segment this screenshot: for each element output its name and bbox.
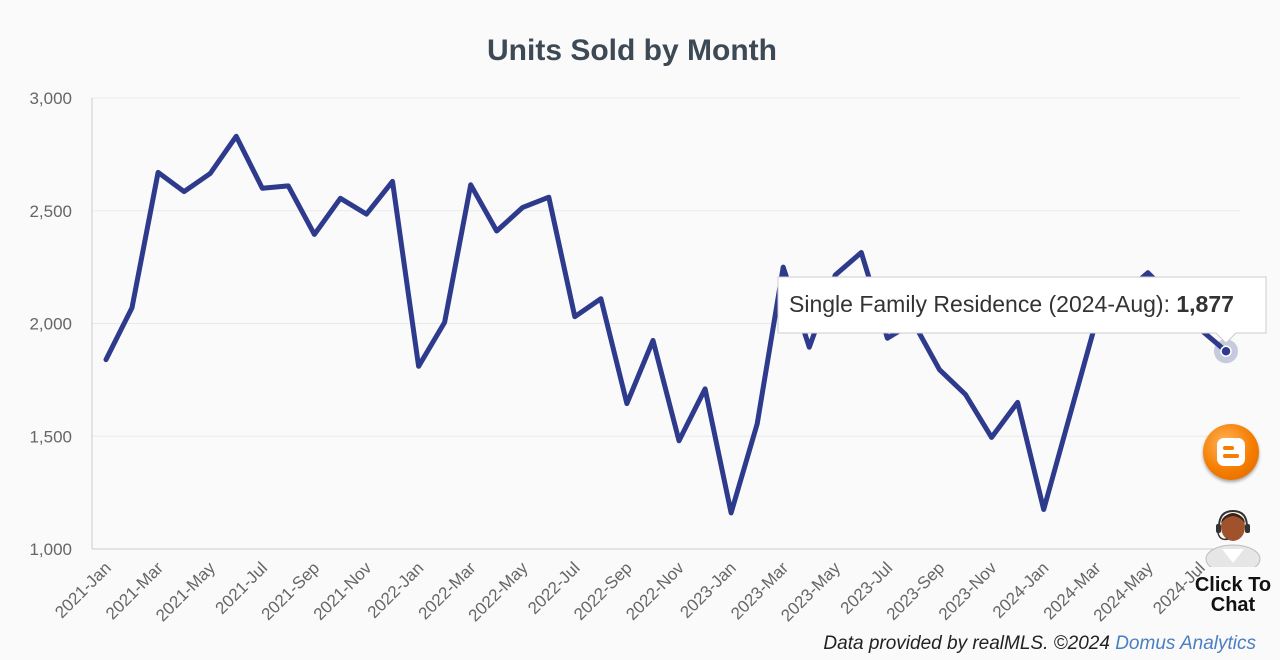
series-line-single-family-residence[interactable] — [103, 133, 1229, 516]
footer-text: Data provided by realMLS. ©2024 — [823, 633, 1116, 654]
footer-credit: Data provided by realMLS. ©2024 Domus An… — [823, 633, 1256, 655]
y-tick-label: 2,000 — [29, 315, 72, 334]
tooltip-box — [777, 276, 1267, 344]
y-tick-label: 1,500 — [29, 427, 72, 446]
x-tick-label: 2021-Nov — [310, 558, 376, 624]
tooltip-text: Single Family Residence (2024-Aug): 1,87… — [789, 291, 1234, 317]
x-tick-label: 2023-Nov — [935, 558, 1001, 624]
chat-label-line1: Click To — [1194, 574, 1272, 596]
x-tick-label: 2022-Nov — [622, 558, 688, 624]
y-tick-label: 1,000 — [29, 540, 72, 559]
tooltip: Single Family Residence (2024-Aug): 1,87… — [777, 276, 1267, 364]
blogger-button[interactable] — [1203, 424, 1259, 480]
chat-agent-icon — [1205, 509, 1261, 567]
chat-label: Click To Chat — [1188, 575, 1278, 615]
y-tick-label: 2,500 — [29, 202, 72, 221]
x-axis: 2021-Jan2021-Mar2021-May2021-Jul2021-Sep… — [51, 558, 1209, 625]
chart-title: Units Sold by Month — [487, 34, 777, 67]
tooltip-label: Single Family Residence (2024-Aug): — [789, 291, 1176, 317]
tooltip-value: 1,877 — [1176, 291, 1234, 317]
y-axis: 1,000 1,500 2,000 2,500 3,000 — [29, 89, 1240, 559]
hover-point[interactable] — [1220, 345, 1232, 357]
y-tick-label: 3,000 — [29, 89, 72, 108]
click-to-chat-button[interactable]: Click To Chat — [1188, 505, 1278, 617]
series-layer — [103, 133, 1229, 516]
domus-analytics-link[interactable]: Domus Analytics — [1115, 633, 1256, 654]
blogger-icon — [1217, 438, 1245, 466]
chat-label-line2: Chat — [1210, 594, 1256, 616]
